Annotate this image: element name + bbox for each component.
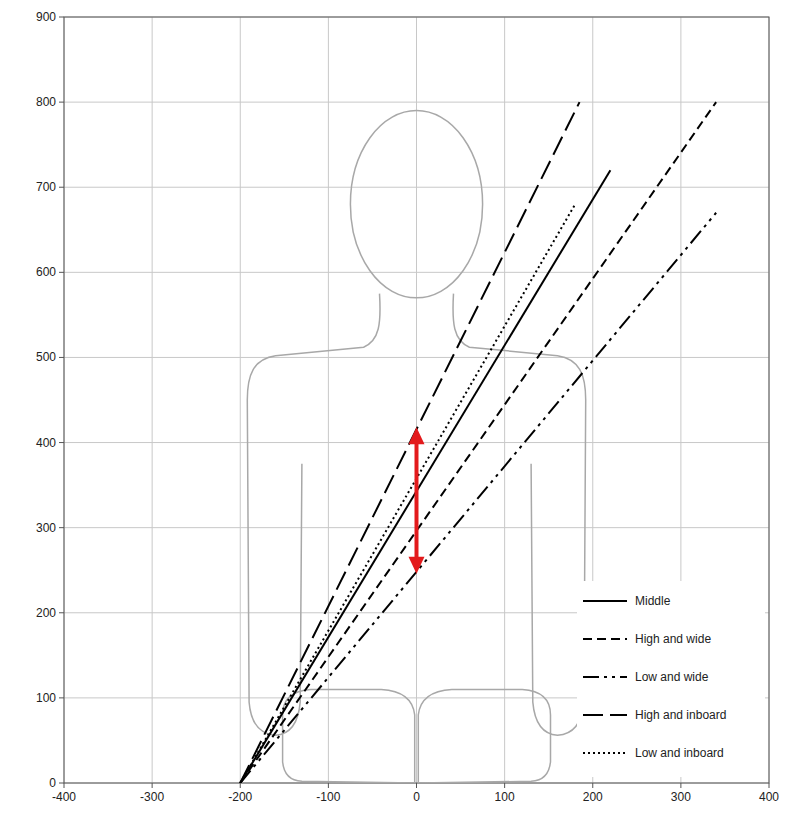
tick-mark [240,783,241,788]
legend-label: Low and wide [635,670,709,684]
plot-background [64,17,769,783]
tick-mark [59,17,64,18]
legend-label: High and inboard [635,708,726,722]
legend: Middle High and wide Low and wide High and … [577,581,765,777]
tick-label: 300 [36,521,56,535]
tick-label: -400 [52,790,76,804]
legend-swatch [583,714,627,716]
tick-label: 500 [36,350,56,364]
grid-line [64,187,769,188]
tick-label: 200 [36,606,56,620]
grid-line [504,17,505,783]
range-arrow [409,427,425,574]
tick-mark [59,102,64,103]
tick-label: -200 [228,790,252,804]
grid-line [240,17,241,783]
series-line [240,204,575,783]
tick-mark [769,783,770,788]
tick-mark [59,527,64,528]
tick-mark [328,783,329,788]
arrow-head [409,427,425,444]
arrow-shaft [415,441,419,560]
legend-swatch [583,600,627,602]
tick-mark [152,783,153,788]
tick-mark [59,357,64,358]
figure-thigh [283,689,415,783]
tick-label: 400 [759,790,779,804]
plot-frame [64,17,769,783]
tick-label: 100 [36,691,56,705]
legend-background [577,581,765,777]
grid-line [64,357,769,358]
tick-label: 700 [36,180,56,194]
tick-label: -100 [316,790,340,804]
tick-mark [64,783,65,788]
figure-body [453,294,586,736]
arrow-head [409,557,425,574]
series-line [240,102,579,783]
series-line [240,170,610,783]
tick-mark [59,442,64,443]
grid-line [416,17,417,783]
tick-mark [59,187,64,188]
legend-label: Middle [635,594,671,608]
tick-mark [504,783,505,788]
tick-mark [592,783,593,788]
tick-label: 0 [413,790,420,804]
grid-line [64,272,769,273]
grid [64,17,769,783]
series-line [240,102,716,783]
tick-mark [680,783,681,788]
figure-head [350,111,482,298]
legend-swatch [583,638,627,640]
tick-label: 600 [36,265,56,279]
tick-mark [416,783,417,788]
tick-label: 100 [495,790,515,804]
tick-label: 300 [671,790,691,804]
series-lines [240,102,716,783]
legend-label: Low and inboard [635,746,724,760]
tick-label: 0 [49,776,56,790]
figure-body [247,294,380,736]
grid-line [152,17,153,783]
tick-label: -300 [140,790,164,804]
chart: -400 -300 -200 -100 0 100 200 300 400 0 100 200 300 4… [0,0,792,817]
tick-label: 400 [36,436,56,450]
legend-swatch [583,676,627,678]
tick-label: 900 [36,10,56,24]
tick-label: 200 [583,790,603,804]
tick-mark [59,697,64,698]
tick-mark [59,783,64,784]
tick-mark [59,612,64,613]
grid-line [64,102,769,103]
legend-label: High and wide [635,632,711,646]
grid-line [328,17,329,783]
tick-label: 800 [36,95,56,109]
tick-mark [59,272,64,273]
figure-thigh [418,689,550,783]
legend-swatch [583,752,627,754]
